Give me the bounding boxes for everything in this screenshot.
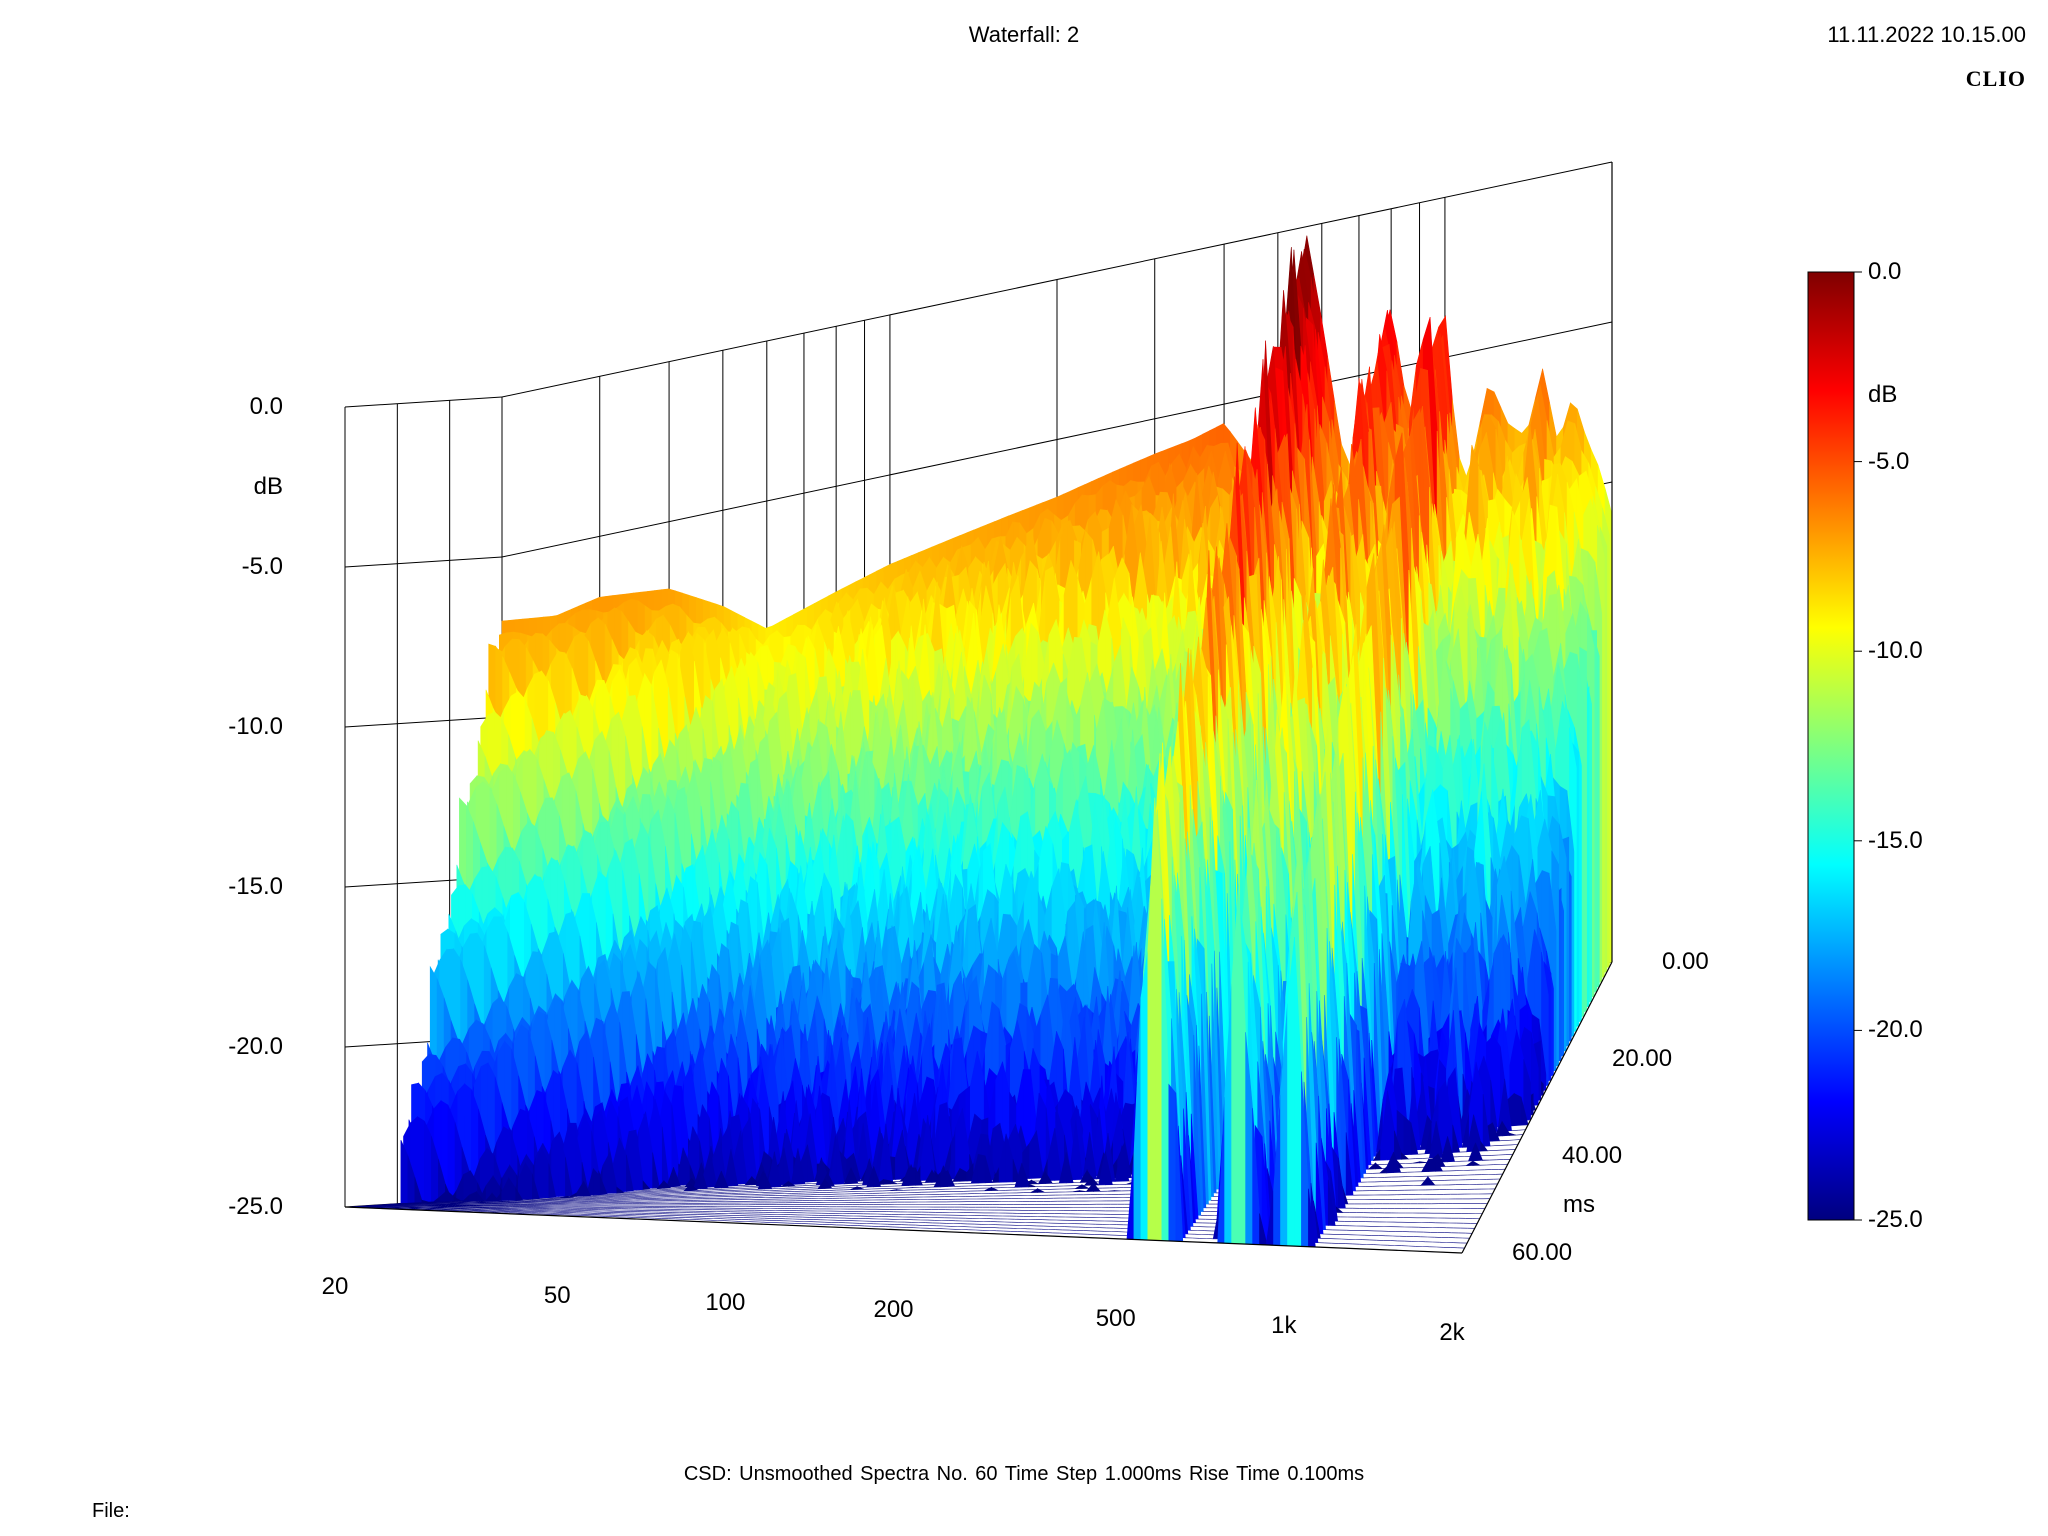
side-grid-line [344,716,503,728]
side-grid-line [344,396,503,408]
timestamp: 11.11.2022 10.15.00 [1827,22,2026,47]
brand-logo: CLIO [1965,66,2026,91]
waterfall-surface [344,235,1613,1254]
side-grid-line [344,556,503,568]
chart-title: Waterfall: 2 [968,22,1080,47]
